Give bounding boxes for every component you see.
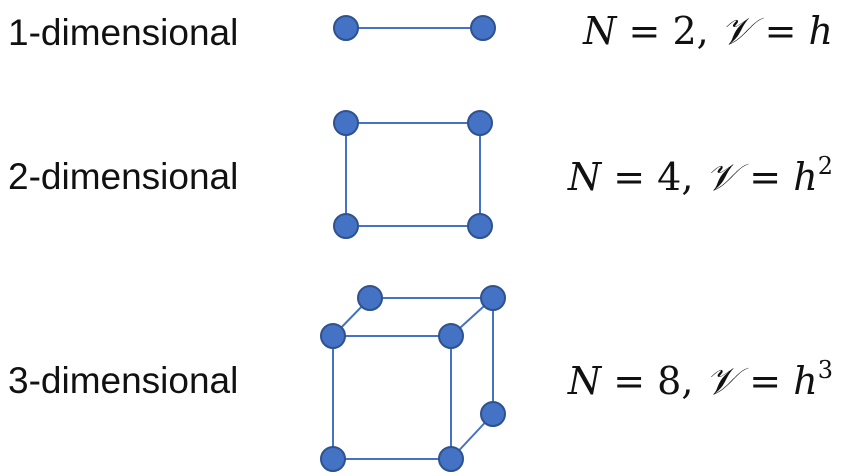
row-label-2d: 2-dimensional xyxy=(8,156,239,197)
formula-comma: , xyxy=(681,155,694,199)
formula-n-symbol: N xyxy=(567,359,602,403)
vertex xyxy=(320,446,346,472)
formula-n-value: 2 xyxy=(672,9,697,53)
formula-comma: , xyxy=(681,359,694,403)
formula-equals: = xyxy=(613,359,646,403)
formula-volume-symbol: 𝒱 xyxy=(705,155,738,199)
row-label-3d: 3-dimensional xyxy=(8,360,239,401)
formula-h: h xyxy=(793,359,818,403)
formula-equals: = xyxy=(749,359,782,403)
formula-equals: = xyxy=(764,9,797,53)
formula-comma: , xyxy=(696,9,709,53)
vertex xyxy=(333,213,359,239)
formula-h: h xyxy=(808,9,833,53)
vertex xyxy=(438,323,464,349)
formula-1d: N = 2, 𝒱 = h xyxy=(583,12,833,50)
cube-3d xyxy=(320,285,506,472)
segment-1d xyxy=(333,15,496,41)
formula-exponent: 3 xyxy=(817,356,833,384)
formula-h: h xyxy=(793,155,818,199)
formula-exponent: 2 xyxy=(817,152,833,180)
vertex xyxy=(438,446,464,472)
square-2d xyxy=(333,110,493,239)
vertex xyxy=(333,15,359,41)
formula-n-symbol: N xyxy=(583,9,617,53)
formula-equals: = xyxy=(749,155,782,199)
vertex xyxy=(480,401,506,427)
formula-equals: = xyxy=(628,9,661,53)
formula-equals: = xyxy=(613,155,646,199)
formula-n-symbol: N xyxy=(567,155,602,199)
vertex xyxy=(470,15,496,41)
vertex xyxy=(333,110,359,136)
formula-n-value: 8 xyxy=(657,359,682,403)
vertex xyxy=(467,213,493,239)
formula-volume-symbol: 𝒱 xyxy=(705,359,738,403)
vertex xyxy=(480,285,506,311)
formula-volume-symbol: 𝒱 xyxy=(720,9,753,53)
formula-n-value: 4 xyxy=(657,155,682,199)
vertex xyxy=(467,110,493,136)
vertex xyxy=(357,285,383,311)
formula-2d: N = 4, 𝒱 = h2 xyxy=(567,154,833,199)
vertex xyxy=(320,323,346,349)
row-label-1d: 1-dimensional xyxy=(8,12,239,53)
formula-3d: N = 8, 𝒱 = h3 xyxy=(567,358,833,403)
